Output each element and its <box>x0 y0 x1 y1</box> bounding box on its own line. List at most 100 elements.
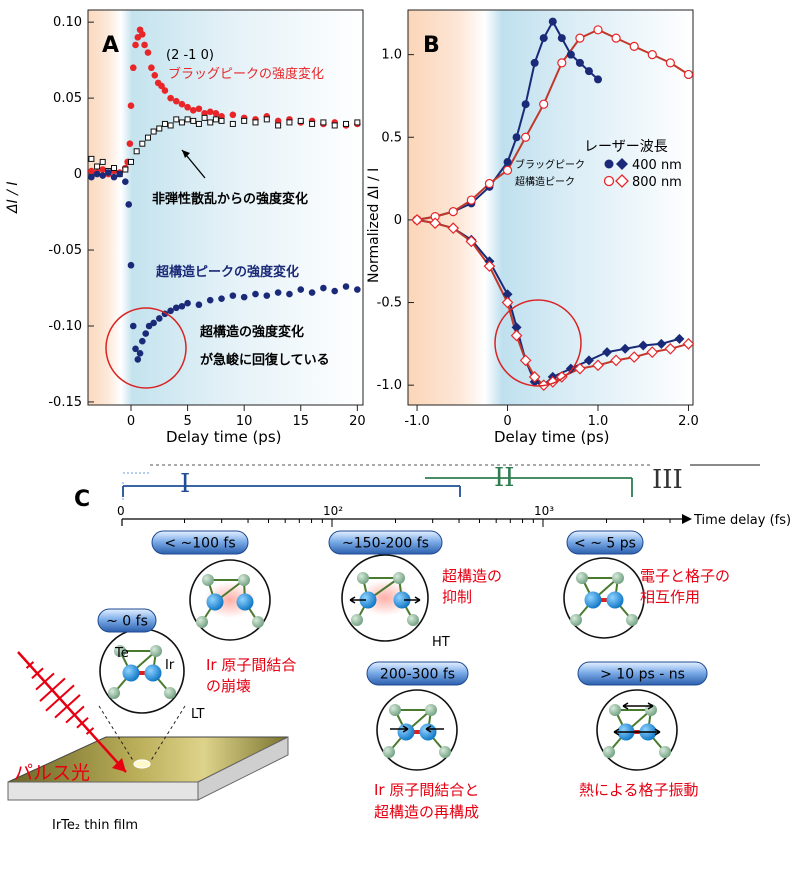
panel-b-point-super-800 <box>429 217 441 230</box>
pulse-spot <box>133 759 151 769</box>
panel-b-point-bragg-400 <box>584 67 593 76</box>
panel-a-ylabel: ΔI / I <box>5 182 21 214</box>
panel-a-xlabel: Delay time (ps) <box>166 428 281 446</box>
te-atom <box>393 572 405 584</box>
ir-atom <box>606 591 624 609</box>
panel-a-point-inelastic <box>178 119 185 126</box>
time-badge-label: < ~100 fs <box>164 536 235 552</box>
phase-label-lt: LT <box>191 707 204 722</box>
panel-a-point-inelastic <box>201 114 208 121</box>
time-badge-pill <box>151 530 249 555</box>
panel-a-ytick-label: -0.15 <box>48 395 82 410</box>
panel-b-point-super-800 <box>483 260 496 273</box>
atom-label-ir: Ir <box>165 658 175 673</box>
te-atom <box>357 572 369 584</box>
panel-b-ytick-label: -1.0 <box>377 378 402 393</box>
panel-b-point-bragg-400 <box>512 133 521 142</box>
panel-b-point-super-800 <box>528 371 541 383</box>
panel-a-point-superstructure <box>195 301 203 309</box>
panel-a-point-inelastic <box>286 119 293 126</box>
panel-a-point-inelastic <box>229 120 236 127</box>
panel-b-highlight-circle <box>494 299 582 387</box>
caption-150fs-line2: 抑制 <box>442 588 472 606</box>
panel-b-point-bragg-800 <box>557 58 567 68</box>
region-iii-label: III <box>652 465 683 495</box>
panel-b-legend-title: レーザー波長 <box>584 139 668 155</box>
panel-a-point-bragg <box>178 100 186 108</box>
te-atom <box>612 572 624 584</box>
time-badges: ~ 0 fs < ~100 fs ~150-200 fs < ~ 5 ps 200-30… <box>97 530 708 686</box>
panel-b-xtick-label: -1.0 <box>404 414 429 429</box>
panel-b-point-bragg-400 <box>521 100 530 109</box>
structure-circle-150fs <box>341 554 429 642</box>
te-atom <box>202 574 214 586</box>
time-badge-label: ~150-200 fs <box>342 536 429 552</box>
panel-a-point-inelastic <box>331 122 338 129</box>
panel-b-point-super-800 <box>664 342 677 355</box>
panel-b-xlabel: Delay time (ps) <box>494 428 609 446</box>
pulse-wave-line <box>85 727 95 735</box>
panel-a-point-superstructure <box>206 296 214 304</box>
caption-100fs-line1: Ir 原子間結合 <box>206 656 296 674</box>
panel-a-point-bragg <box>88 167 95 175</box>
panel-b-legend-400: 400 nm <box>632 158 682 173</box>
panel-b-point-bragg-800 <box>683 69 694 80</box>
panel-b-point-bragg-800 <box>611 33 621 43</box>
panel-a-xtick-label: 15 <box>292 414 309 429</box>
panel-a-point-bragg <box>144 49 152 56</box>
panel-b-legend-super: 超構造ピーク <box>515 175 575 188</box>
te-atom <box>196 616 208 628</box>
panel-a-point-bragg <box>99 166 107 173</box>
pulse-wave-line <box>39 677 66 702</box>
time-axis: 0 10² 10³ Time delay (fs) <box>117 504 791 528</box>
panel-a-point-superstructure <box>308 289 316 296</box>
region-ii-label: II <box>494 463 515 493</box>
structure-circle-100fs <box>189 559 271 641</box>
panel-a-point-inelastic <box>94 163 101 170</box>
panel-a-point-inelastic <box>252 119 259 126</box>
panel-a-point-bragg <box>161 87 169 94</box>
pulse-wave-line <box>76 716 89 729</box>
panel-a-point-superstructure <box>136 350 144 357</box>
te-atom <box>576 572 588 584</box>
panel-b-point-bragg-800 <box>539 99 549 109</box>
panel-b-legend-marker-800-diamond <box>615 174 629 188</box>
panel-a-point-bragg <box>141 41 148 49</box>
panel-a-point-superstructure <box>167 307 174 315</box>
panel-a-point-superstructure <box>142 330 150 337</box>
ir-atom <box>584 591 602 609</box>
pulse-beam <box>17 651 127 773</box>
panel-b-point-bragg-800 <box>629 41 639 51</box>
panel-a-point-superstructure <box>354 286 361 293</box>
panel-b-point-super-400 <box>502 289 513 300</box>
panel-b-label: B <box>423 33 440 58</box>
panel-a-point-inelastic <box>173 116 180 123</box>
panel-a-point-bragg <box>126 140 134 147</box>
panel-a-point-superstructure <box>218 295 225 302</box>
panel-a-point-superstructure <box>116 170 123 178</box>
panel-b-point-super-400 <box>620 343 631 354</box>
ir-atom <box>206 593 224 611</box>
panel-b-point-super-800 <box>646 346 659 358</box>
panel-b-fit-curve <box>416 28 690 221</box>
panel-a-point-superstructure <box>178 302 186 310</box>
panel-b-point-super-800 <box>519 354 532 367</box>
time-badge: < ~100 fs <box>151 530 249 555</box>
panel-a-point-inelastic <box>111 165 118 171</box>
panel-b-y-axis: 1.0 0.5 0 -0.5 -1.0 <box>377 48 414 393</box>
panel-a-point-inelastic <box>139 140 146 147</box>
time-badge-label: < ~ 5 ps <box>574 536 636 552</box>
te-atom <box>238 574 250 586</box>
panel-a-point-inelastic <box>144 134 151 141</box>
panel-a-point-inelastic <box>320 119 327 126</box>
panel-b-xtick-label: 2.0 <box>678 414 699 429</box>
panel-b-point-super-800 <box>411 214 423 226</box>
panel-b-point-super-400 <box>674 333 685 344</box>
panel-a-label: A <box>102 33 119 58</box>
panel-a-point-inelastic <box>156 125 163 132</box>
panel-a-note-line2: が急峻に回復している <box>200 352 330 368</box>
panel-b-datapoints <box>411 17 695 392</box>
panel-a-point-bragg <box>229 111 237 119</box>
panel-b-point-bragg-800 <box>448 207 458 217</box>
panel-a-point-superstructure <box>93 170 101 178</box>
